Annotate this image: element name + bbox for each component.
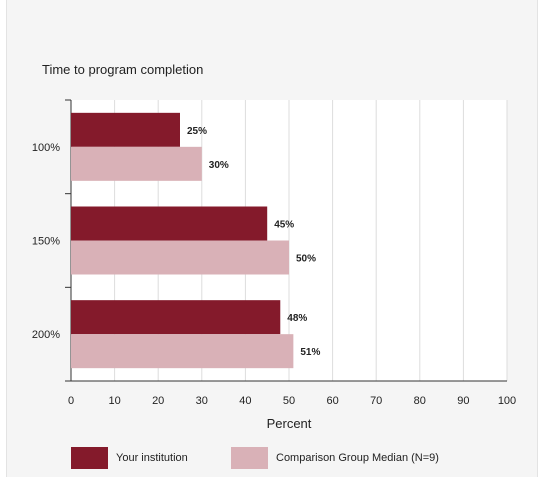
x-tick-label: 100 [498,395,516,407]
bar-data-label: 25% [187,126,207,137]
x-tick-label: 30 [196,395,208,407]
x-tick-label: 20 [152,395,164,407]
bar-data-label: 50% [296,254,316,265]
x-tick-label: 0 [68,395,74,407]
bar-data-label: 48% [287,313,307,324]
bar-data-label: 30% [209,160,229,171]
y-category-label: 200% [32,329,60,341]
legend-label-comparison-group: Comparison Group Median (N=9) [276,452,439,464]
bar-data-label: 51% [300,347,320,358]
x-tick-label: 60 [326,395,338,407]
legend-label-your-institution: Your institution [116,452,188,464]
bar-comparison-group [71,240,289,275]
bar-your-institution [71,300,281,335]
legend-item-comparison-group: Comparison Group Median (N=9) [231,447,439,469]
legend-item-your-institution: Your institution [71,447,188,469]
x-tick-label: 50 [283,395,295,407]
x-tick-label: 80 [414,395,426,407]
y-category-label: 100% [32,142,60,154]
legend-swatch-your-institution [71,447,108,469]
x-tick-label: 90 [457,395,469,407]
bar-comparison-group [71,334,294,369]
chart-title: Time to program completion [42,62,204,77]
x-axis-label: Percent [267,416,312,431]
x-tick-label: 70 [370,395,382,407]
x-tick-label: 10 [108,395,120,407]
legend-swatch-comparison-group [231,447,268,469]
bar-your-institution [71,112,180,147]
chart-legend: Your institution Comparison Group Median… [0,447,538,471]
bar-data-label: 45% [274,220,294,231]
bar-comparison-group [71,146,202,181]
bar-chart: 0 10 20 30 40 50 60 70 80 90 100 Percent 100% 25% 30% 1… [32,99,516,431]
x-tick-label: 40 [239,395,251,407]
y-category-label: 150% [32,236,60,248]
bar-your-institution [71,206,268,241]
